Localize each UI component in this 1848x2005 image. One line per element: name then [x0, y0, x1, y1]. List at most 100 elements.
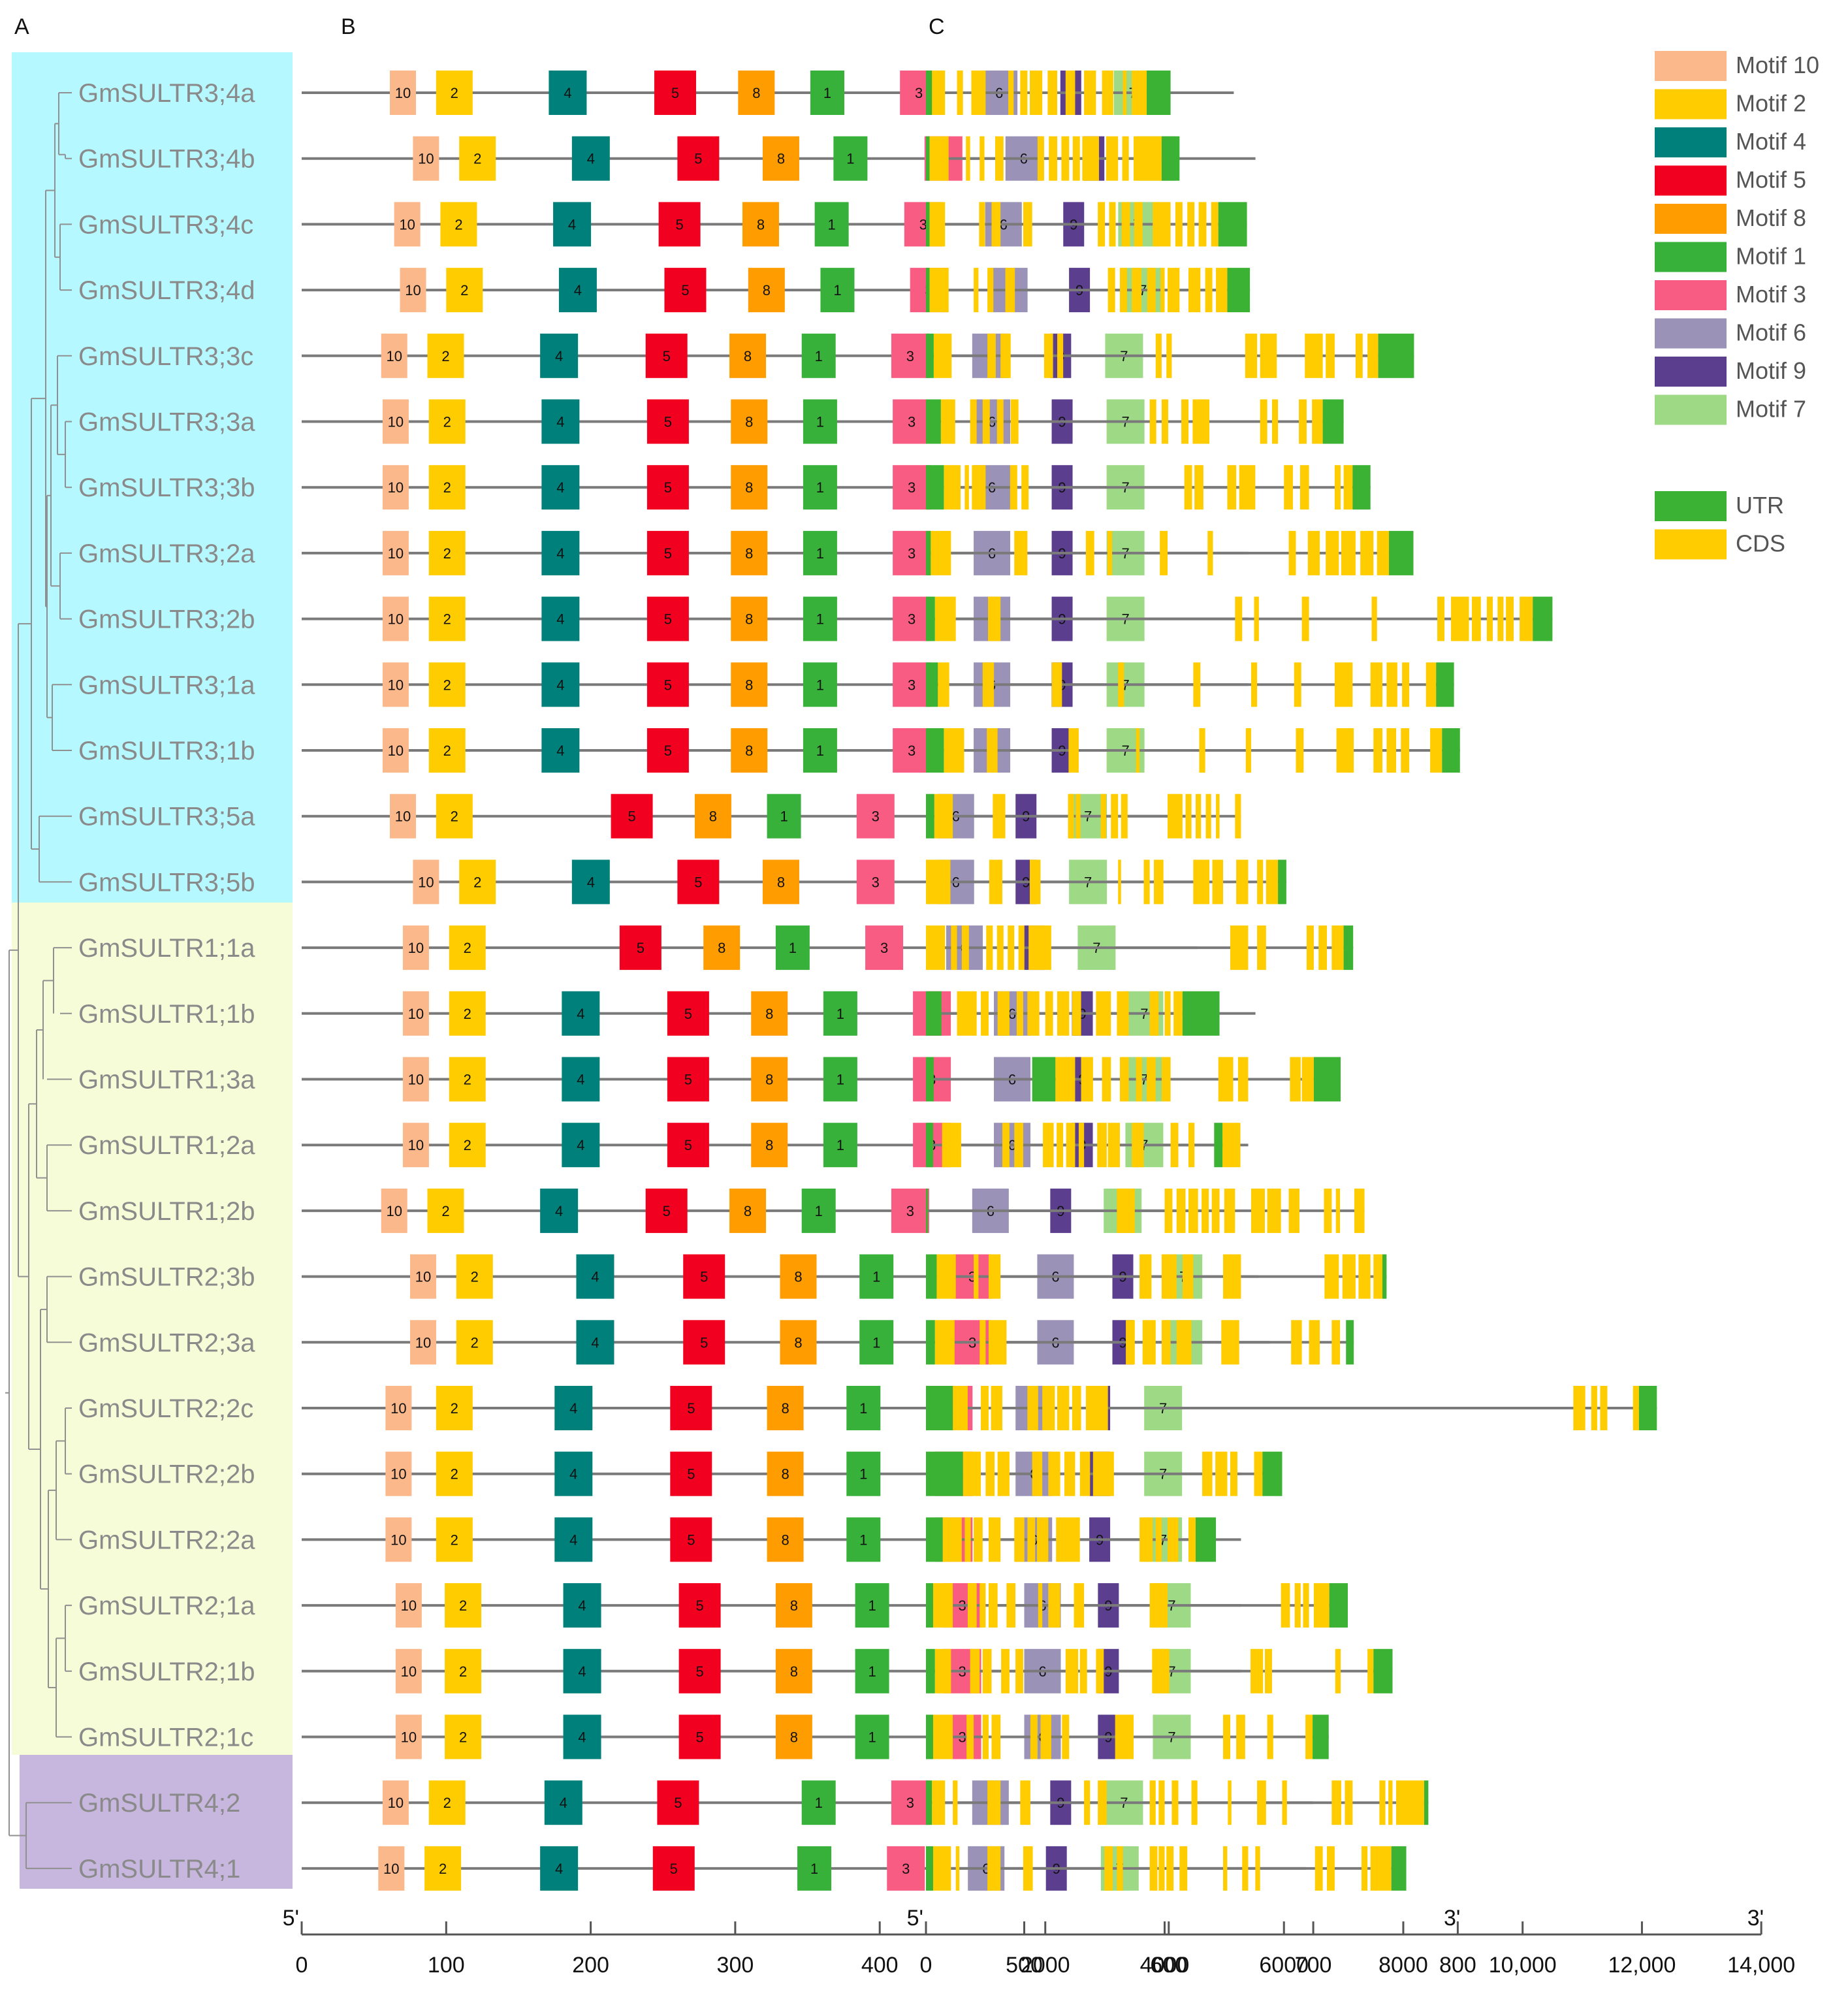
legend-swatch-motif-8 — [1655, 204, 1727, 234]
motif-10-box — [395, 1648, 422, 1693]
gene-structure-panel — [926, 71, 1657, 1891]
legend-label: UTR — [1736, 492, 1784, 519]
cds-exon — [1000, 333, 1011, 378]
motif-8-box — [742, 202, 779, 247]
cds-exon — [1327, 1846, 1335, 1891]
cds-exon — [1139, 1517, 1153, 1562]
cds-exon — [1451, 596, 1469, 641]
cds-exon — [932, 1714, 953, 1759]
motif-number: 8 — [744, 1203, 752, 1219]
cds-exon — [1121, 794, 1128, 839]
cds-exon — [1288, 530, 1296, 575]
motif-4-box — [563, 1648, 601, 1693]
motif-number: 1 — [816, 545, 824, 562]
cds-exon — [1164, 991, 1171, 1036]
motif-number: 4 — [578, 1729, 586, 1746]
cds-exon — [929, 268, 949, 313]
motif-number: 10 — [408, 1006, 424, 1022]
cds-exon — [1188, 1123, 1195, 1168]
motif-3-box — [856, 859, 895, 905]
cds-exon — [1132, 71, 1147, 115]
motif-number: 5 — [684, 1072, 692, 1088]
motif-3-box — [891, 1780, 929, 1825]
motif-1-box — [846, 1386, 881, 1430]
utr-segment — [1378, 333, 1414, 378]
motif-4-box — [541, 530, 580, 575]
cds-exon — [1048, 1583, 1060, 1628]
motif-1-box — [814, 202, 849, 247]
motif-number: 4 — [577, 1006, 584, 1022]
motif-4-box — [541, 465, 580, 510]
cds-exon — [988, 1583, 998, 1628]
cds-exon — [1437, 596, 1445, 641]
cds-exon — [1230, 1451, 1237, 1496]
cds-exon — [1242, 1846, 1249, 1891]
motif-number: 5 — [695, 1663, 703, 1680]
cds-exon — [1185, 794, 1192, 839]
motif-number: 4 — [577, 1072, 584, 1088]
cds-exon — [944, 465, 961, 510]
motif-number: 10 — [386, 348, 402, 364]
gene-name: GmSULTR3;4d — [78, 276, 255, 305]
motif-number: 4 — [578, 1597, 586, 1614]
motif-number: 5 — [684, 1137, 692, 1153]
cds-exon — [1079, 1451, 1091, 1496]
gene-name: GmSULTR2;3b — [78, 1263, 255, 1292]
cds-exon — [1085, 1386, 1108, 1430]
cds-exon — [1215, 1451, 1228, 1496]
motif-number: 3 — [919, 216, 927, 233]
motif-2-box — [445, 1583, 482, 1628]
motif-number: 10 — [383, 1861, 399, 1877]
cds-exon — [1324, 1254, 1339, 1299]
panel-label-a: A — [14, 14, 29, 39]
cds-exon — [1166, 333, 1172, 378]
cds-exon — [1082, 136, 1099, 181]
cds-exon — [1117, 991, 1129, 1036]
tick-label: 400 — [861, 1953, 899, 1978]
motif-number: 5 — [664, 545, 672, 562]
cds-exon — [1171, 1780, 1179, 1825]
motif-number: 5 — [684, 1006, 692, 1022]
motif-10-box — [378, 1846, 405, 1891]
motif-number: 8 — [757, 216, 765, 233]
motif-2-box — [449, 925, 486, 970]
cds-exon — [1155, 333, 1162, 378]
cds-exon — [1118, 859, 1121, 905]
motif-number: 2 — [454, 216, 462, 233]
motif-number: 4 — [556, 677, 564, 693]
legend-swatch-motif-9 — [1655, 357, 1727, 387]
cds-exon — [1430, 728, 1442, 773]
tick-label: 700 — [1295, 1953, 1332, 1978]
motif-number: 2 — [464, 1137, 471, 1153]
cds-exon — [1085, 530, 1094, 575]
motif-1-box — [859, 1254, 894, 1299]
motif-number: 5 — [664, 677, 672, 693]
motif-number: 3 — [880, 940, 888, 956]
cds-exon — [934, 794, 953, 839]
motif-number: 5 — [675, 216, 683, 233]
cds-exon — [1027, 1386, 1038, 1430]
cds-exon — [933, 333, 952, 378]
cds-exon — [1008, 71, 1014, 115]
utr-segment — [1424, 1780, 1429, 1825]
motif-number: 8 — [765, 1137, 773, 1153]
cds-exon — [982, 399, 990, 444]
cds-exon — [1345, 1780, 1353, 1825]
motif-4-box — [562, 1057, 600, 1102]
cds-exon — [1170, 1123, 1179, 1168]
cds-exon — [1212, 859, 1224, 905]
motif-number: 8 — [745, 545, 753, 562]
motif-number: 2 — [451, 809, 458, 825]
motif-4-box — [571, 136, 610, 181]
motif-number: 10 — [395, 85, 411, 101]
cds-exon — [987, 1780, 1001, 1825]
legend-swatch-motif-5 — [1655, 165, 1727, 196]
cds-exon — [1216, 268, 1228, 313]
motif-number: 10 — [390, 1532, 406, 1548]
cds-exon — [1014, 1517, 1025, 1562]
motif-number: 4 — [587, 874, 595, 890]
motif-8-box — [767, 1517, 804, 1562]
motif-10-box — [382, 399, 409, 444]
motif-4-box — [541, 399, 580, 444]
motif-number: 8 — [781, 1532, 789, 1548]
